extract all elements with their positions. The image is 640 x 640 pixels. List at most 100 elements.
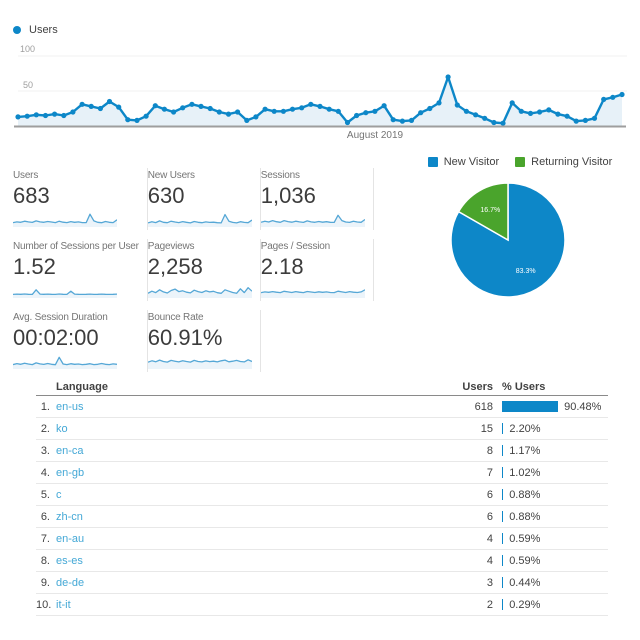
- scorecard: Users 683: [13, 168, 148, 231]
- scorecard-sparkline: [13, 289, 117, 299]
- pct-users-value: 0.59%: [509, 554, 541, 567]
- scorecard-value: 1,036: [260, 183, 316, 208]
- language-cell: c: [50, 489, 450, 501]
- language-link[interactable]: en-au: [56, 532, 85, 545]
- scorecard: New Users 630: [147, 168, 261, 231]
- language-link[interactable]: ko: [56, 422, 68, 435]
- users-cell: 8: [486, 444, 493, 457]
- timeseries-legend-users[interactable]: Users: [13, 24, 58, 36]
- pie-slice-percent-label: 83.3%: [516, 268, 536, 275]
- language-link[interactable]: de-de: [56, 576, 85, 589]
- row-rank: 2.: [40, 422, 50, 435]
- language-cell: en-au: [50, 533, 450, 545]
- pct-users-cell: 0.59%: [502, 555, 608, 567]
- language-cell: es-es: [50, 555, 450, 567]
- row-rank: 4.: [40, 466, 50, 479]
- table-row: 1. en-us 618 90.48%: [36, 396, 608, 418]
- users-cell: 4: [486, 554, 493, 567]
- pie-legend-item[interactable]: Returning Visitor: [515, 156, 612, 168]
- users-series-label: Users: [29, 24, 58, 36]
- language-link[interactable]: zh-cn: [56, 510, 83, 523]
- pct-users-cell: 0.88%: [502, 511, 608, 523]
- pct-users-bar: [502, 577, 504, 588]
- language-header[interactable]: Language: [56, 381, 108, 393]
- scorecard-value: 2.18: [260, 254, 304, 280]
- pct-users-bar: [502, 467, 504, 478]
- scorecard-value: 1.52: [13, 254, 56, 280]
- users-line-chart[interactable]: [0, 0, 640, 145]
- table-row: 5. c 6 0.88%: [36, 484, 608, 506]
- pie-slice[interactable]: [457, 182, 509, 242]
- scorecard-label[interactable]: Users: [13, 170, 39, 181]
- pct-users-value: 0.44%: [509, 576, 541, 589]
- users-header[interactable]: Users: [462, 381, 493, 393]
- row-rank: 6.: [40, 510, 50, 523]
- scorecard-sparkline: [147, 214, 252, 228]
- pct-users-cell: 1.17%: [502, 445, 608, 457]
- language-link[interactable]: it-it: [56, 598, 71, 611]
- scorecard-label[interactable]: New Users: [147, 170, 195, 181]
- y-axis-tick-50: 50: [23, 80, 34, 90]
- pct-users-bar: [502, 445, 504, 456]
- scorecard-sparkline: [260, 289, 365, 299]
- scorecard-value: 630: [147, 183, 185, 208]
- row-rank: 5.: [40, 488, 50, 501]
- language-link[interactable]: c: [56, 488, 62, 501]
- users-cell: 3: [486, 576, 493, 589]
- pct-users-bar: [502, 533, 504, 544]
- language-table-body: 1. en-us 618 90.48% 2. ko 15 2.20% 3. en-ca 8 1.17%…: [36, 396, 608, 616]
- pct-users-bar: [502, 555, 504, 566]
- pct-users-bar: [502, 401, 559, 412]
- users-series-dot-icon: [13, 26, 21, 34]
- users-cell: 2: [486, 598, 493, 611]
- scorecard: Sessions 1,036: [260, 168, 374, 231]
- pct-users-bar: [502, 423, 504, 434]
- pie-legend-label: New Visitor: [443, 156, 500, 168]
- users-cell: 4: [486, 532, 493, 545]
- row-rank: 3.: [40, 444, 50, 457]
- x-axis-label: August 2019: [346, 130, 404, 141]
- pie-slice-percent-label: 16.7%: [480, 207, 500, 214]
- users-cell: 15: [480, 422, 493, 435]
- table-row: 8. es-es 4 0.59%: [36, 550, 608, 572]
- scorecard-sparkline: [260, 214, 365, 228]
- scorecard-label[interactable]: Bounce Rate: [147, 312, 204, 324]
- users-cell: 6: [486, 510, 493, 523]
- legend-swatch-icon: [427, 157, 438, 167]
- language-link[interactable]: en-us: [56, 400, 84, 413]
- scorecard-sparkline: [147, 359, 252, 370]
- scorecard-value: 60.91%: [147, 325, 223, 351]
- row-rank: 7.: [40, 532, 50, 545]
- pie-legend-item[interactable]: New Visitor: [427, 156, 500, 168]
- scorecard: Number of Sessions per User 1.52: [13, 239, 148, 302]
- scorecard-label[interactable]: Sessions: [260, 170, 300, 181]
- pct-users-cell: 0.59%: [502, 533, 608, 545]
- table-row: 9. de-de 3 0.44%: [36, 572, 608, 594]
- scorecard-label[interactable]: Number of Sessions per User: [13, 241, 139, 253]
- language-cell: en-gb: [50, 467, 450, 479]
- language-link[interactable]: en-gb: [56, 466, 85, 479]
- pct-users-cell: 2.20%: [502, 423, 608, 435]
- scorecard-label[interactable]: Avg. Session Duration: [13, 312, 108, 324]
- scorecard-label[interactable]: Pageviews: [147, 241, 195, 253]
- pct-users-value: 0.88%: [509, 488, 541, 501]
- pct-users-cell: 0.44%: [502, 577, 608, 589]
- pct-users-value: 90.48%: [564, 400, 602, 413]
- language-link[interactable]: en-ca: [56, 444, 84, 457]
- scorecard: Pageviews 2,258: [147, 239, 261, 302]
- visitor-type-pie-chart[interactable]: 83.3% 16.7%: [448, 180, 568, 300]
- pie-legend-label: Returning Visitor: [531, 156, 613, 168]
- table-row: 7. en-au 4 0.59%: [36, 528, 608, 550]
- scorecard-value: 683: [13, 183, 50, 208]
- pct-users-bar: [502, 489, 504, 500]
- pct-users-bar: [502, 599, 504, 610]
- pct-users-bar: [502, 511, 504, 522]
- scorecard-sparkline: [13, 213, 117, 228]
- language-link[interactable]: es-es: [56, 554, 83, 567]
- pct-users-value: 1.02%: [509, 466, 541, 479]
- y-axis-tick-100: 100: [20, 44, 36, 54]
- scorecard-label[interactable]: Pages / Session: [260, 241, 331, 253]
- pct-users-value: 2.20%: [509, 422, 541, 435]
- pct-users-header[interactable]: % Users: [502, 381, 546, 393]
- language-cell: en-ca: [50, 445, 450, 457]
